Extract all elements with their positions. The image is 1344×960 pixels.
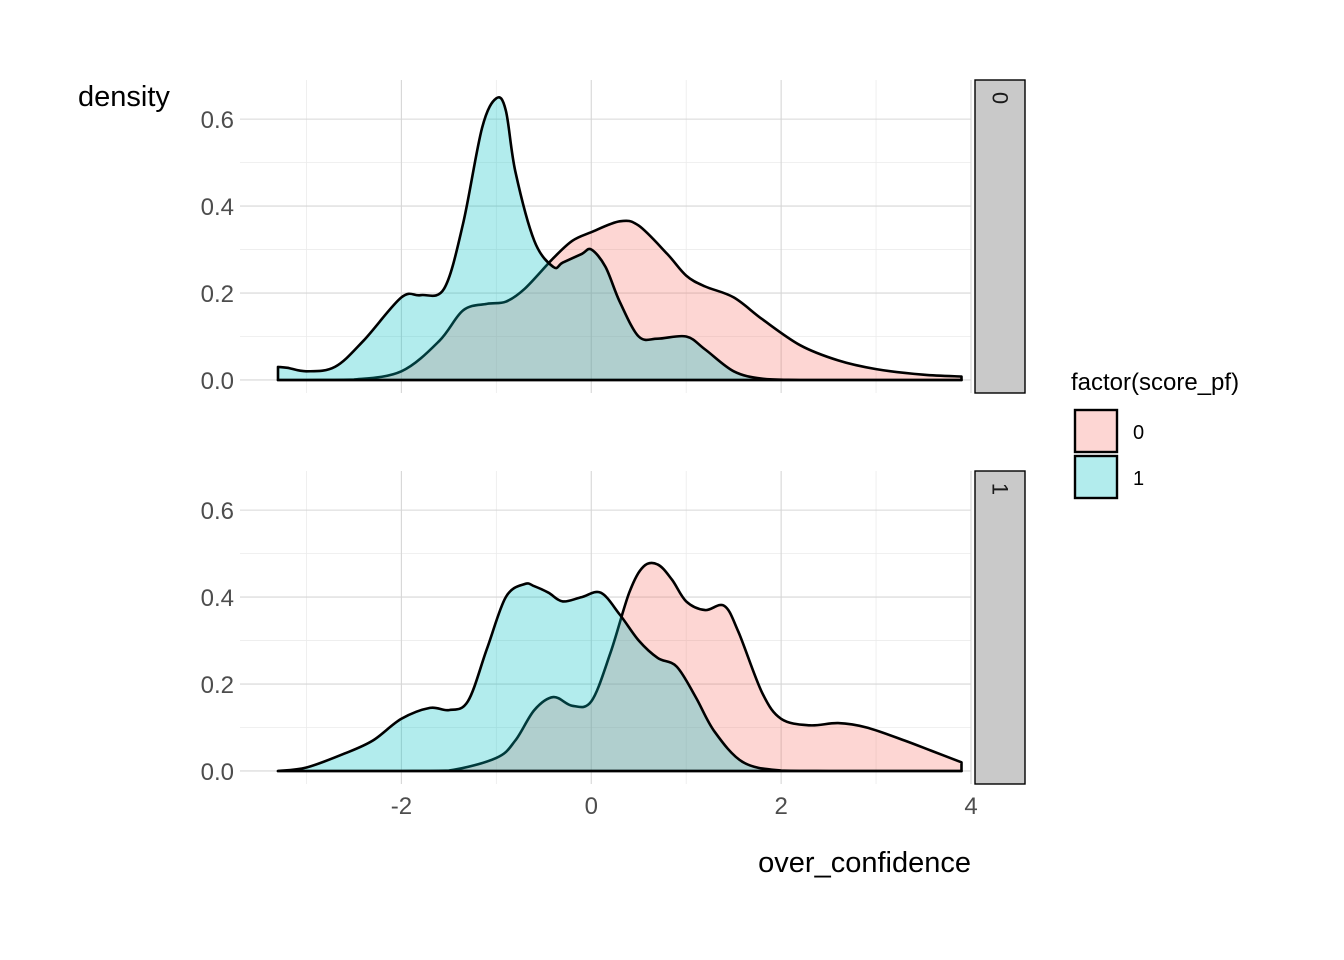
x-axis-title: over_confidence bbox=[758, 847, 971, 879]
y-axis-title: density bbox=[78, 81, 170, 113]
y-tick-label: 0.0 bbox=[201, 759, 234, 786]
x-tick-label: -2 bbox=[391, 793, 412, 820]
y-tick-label: 0.6 bbox=[201, 498, 234, 525]
facet-panel-0: 0.0 0.2 0.4 0.6 0 bbox=[201, 79, 1026, 395]
facet-panel-1: 0.0 0.2 0.4 0.6 1 bbox=[201, 470, 1026, 786]
facet-strip-label: 0 bbox=[988, 92, 1013, 104]
x-tick-label: 4 bbox=[964, 793, 977, 820]
y-tick-label: 0.4 bbox=[201, 585, 234, 612]
x-axis-tick-labels: -2 0 2 4 bbox=[391, 793, 978, 820]
legend-key-0 bbox=[1073, 408, 1119, 454]
facet-strip bbox=[974, 470, 1026, 785]
y-tick-label: 0.0 bbox=[201, 368, 234, 395]
legend-keys: 01 bbox=[1073, 408, 1144, 500]
legend-title: factor(score_pf) bbox=[1071, 369, 1239, 396]
density-area-group-1 bbox=[276, 95, 963, 382]
y-tick-label: 0.6 bbox=[201, 107, 234, 134]
y-tick-label: 0.2 bbox=[201, 281, 234, 308]
x-tick-label: 0 bbox=[585, 793, 598, 820]
legend-label-1: 1 bbox=[1133, 468, 1144, 490]
legend-label-0: 0 bbox=[1133, 422, 1144, 444]
legend-key-1 bbox=[1073, 454, 1119, 500]
x-tick-label: 2 bbox=[774, 793, 787, 820]
facet-strip-label: 1 bbox=[988, 483, 1013, 495]
legend: factor(score_pf) 01 bbox=[1071, 369, 1239, 500]
y-tick-label: 0.4 bbox=[201, 194, 234, 221]
y-tick-label: 0.2 bbox=[201, 672, 234, 699]
density-area-group-1 bbox=[276, 582, 963, 773]
density-area-group-0 bbox=[276, 561, 963, 773]
facet-strip bbox=[974, 79, 1026, 394]
